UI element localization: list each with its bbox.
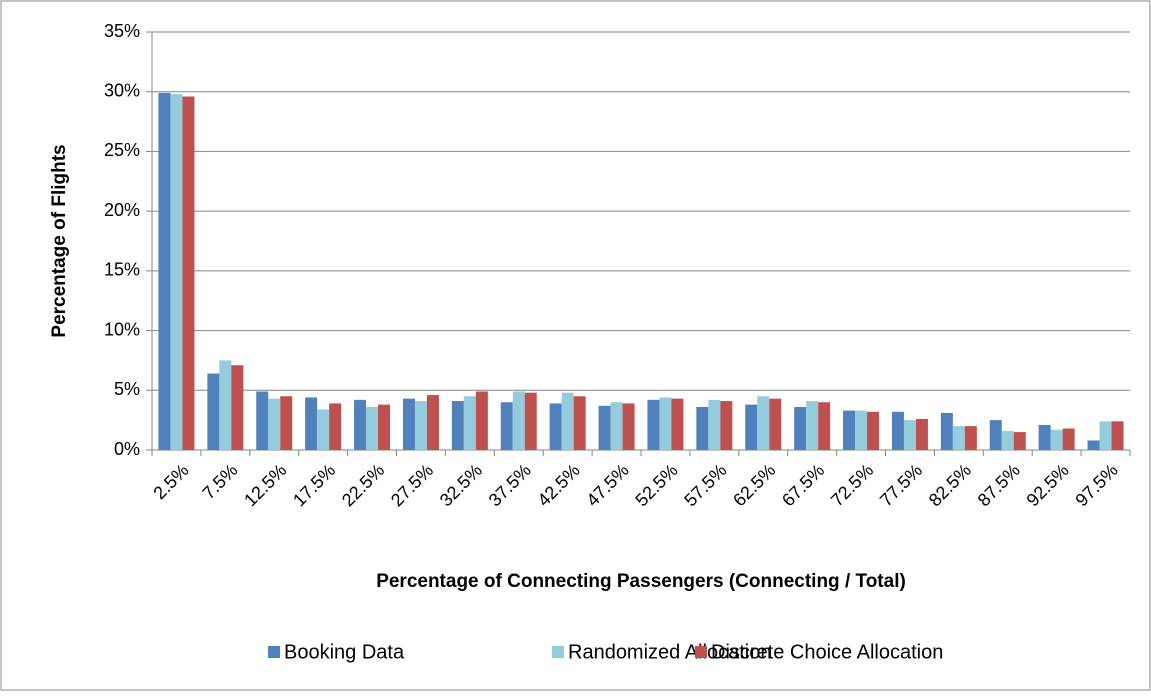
bar xyxy=(1038,424,1051,450)
bar xyxy=(317,409,330,450)
bar xyxy=(366,407,379,450)
bar xyxy=(158,92,171,450)
bar xyxy=(500,402,513,450)
bar xyxy=(475,391,488,450)
bar xyxy=(219,360,232,450)
legend-label: Discrete Choice Allocation xyxy=(711,641,943,663)
bar xyxy=(524,392,537,450)
legend-swatch xyxy=(268,646,280,658)
bar xyxy=(818,402,831,450)
bar xyxy=(1099,421,1112,450)
bar xyxy=(598,405,611,450)
y-tick-label: 20% xyxy=(104,200,140,220)
y-axis-title: Percentage of Flights xyxy=(49,144,70,337)
y-tick-label: 15% xyxy=(104,260,140,280)
y-tick-label: 0% xyxy=(114,439,140,459)
bar xyxy=(745,404,758,450)
y-tick-label: 25% xyxy=(104,140,140,160)
bar xyxy=(769,398,782,450)
bar xyxy=(647,399,660,450)
bar xyxy=(170,94,183,451)
bar xyxy=(426,395,439,450)
bar xyxy=(182,96,195,451)
bar xyxy=(354,399,367,450)
bar xyxy=(451,401,464,450)
bar xyxy=(1001,430,1014,450)
bar xyxy=(378,404,391,450)
bar xyxy=(964,426,977,450)
legend-label: Randomized Allocation xyxy=(568,641,771,663)
bar xyxy=(573,396,586,450)
y-tick-label: 10% xyxy=(104,319,140,339)
bar xyxy=(720,401,733,450)
bar xyxy=(1062,428,1075,450)
bar xyxy=(1087,440,1100,450)
bar xyxy=(952,426,965,450)
bar xyxy=(794,407,807,450)
legend-swatch xyxy=(552,646,564,658)
bar xyxy=(757,396,770,450)
bar xyxy=(671,398,684,450)
bar xyxy=(903,420,916,450)
bar xyxy=(561,392,574,450)
bar xyxy=(329,403,342,450)
bar xyxy=(855,410,868,450)
bar xyxy=(268,398,281,450)
bar xyxy=(231,365,244,450)
bar xyxy=(843,410,856,450)
bar xyxy=(207,373,220,450)
bar xyxy=(1050,429,1063,450)
y-tick-label: 5% xyxy=(114,379,140,399)
bar xyxy=(414,401,427,450)
bar xyxy=(867,411,880,450)
bar xyxy=(940,412,953,450)
y-tick-label: 30% xyxy=(104,80,140,100)
bar xyxy=(622,403,635,450)
bar xyxy=(806,401,819,450)
bar xyxy=(1111,421,1124,450)
legend-swatch xyxy=(695,646,707,658)
bar xyxy=(512,391,525,450)
bar xyxy=(989,420,1002,450)
bar xyxy=(549,403,562,450)
bar xyxy=(610,402,623,450)
bar xyxy=(280,396,293,450)
bar xyxy=(463,396,476,450)
bar xyxy=(1013,432,1026,450)
bar xyxy=(659,397,672,450)
bar xyxy=(915,418,928,450)
bar xyxy=(708,399,721,450)
bar xyxy=(402,398,415,450)
bar xyxy=(696,407,709,450)
legend-label: Booking Data xyxy=(284,641,405,663)
bar xyxy=(256,391,269,450)
y-tick-label: 35% xyxy=(104,21,140,41)
x-axis-title: Percentage of Connecting Passengers (Con… xyxy=(376,571,906,592)
bar xyxy=(891,411,904,450)
bar xyxy=(305,397,318,450)
